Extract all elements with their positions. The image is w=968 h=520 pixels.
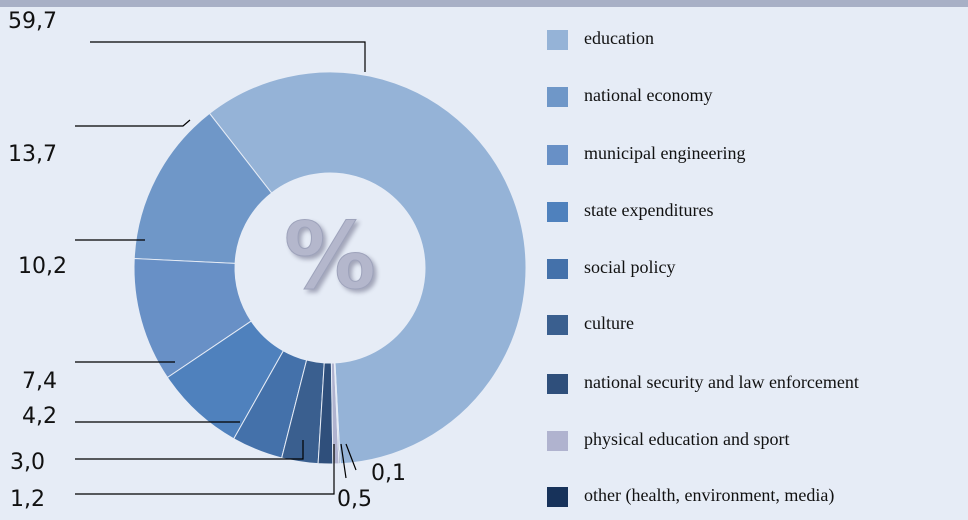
- legend-label: state expenditures: [584, 200, 713, 220]
- legend-label: other (health, environment, media): [584, 485, 834, 506]
- value-label: 59,7: [8, 9, 57, 34]
- value-label: 0,5: [337, 487, 372, 512]
- legend-label: municipal engineering: [584, 143, 745, 163]
- legend-swatch: [547, 145, 568, 165]
- top-bar: [0, 0, 968, 7]
- leader-line: [340, 443, 347, 479]
- legend-swatch: [547, 202, 568, 222]
- legend-label: social policy: [584, 257, 675, 277]
- legend-swatch: [547, 431, 568, 451]
- legend-label: physical education and sport: [584, 429, 789, 449]
- leader-line: [75, 119, 191, 127]
- legend-label: culture: [584, 313, 634, 333]
- value-label: 13,7: [8, 142, 57, 167]
- donut-slice: [208, 71, 527, 465]
- value-label: 3,0: [10, 450, 45, 475]
- donut-slice: [333, 362, 341, 465]
- legend-label: education: [584, 28, 654, 48]
- legend-swatch: [547, 487, 568, 507]
- leader-line: [75, 440, 304, 460]
- leader-line: [345, 443, 357, 471]
- legend-swatch: [547, 374, 568, 394]
- legend-label: national economy: [584, 85, 712, 105]
- value-label: 4,2: [22, 404, 57, 429]
- leader-line: [90, 41, 366, 72]
- legend-swatch: [547, 87, 568, 107]
- legend-label: national security and law enforcement: [584, 372, 859, 392]
- legend-swatch: [547, 259, 568, 279]
- value-label: 0,1: [371, 461, 406, 486]
- legend-swatch: [547, 315, 568, 335]
- value-label: 7,4: [22, 369, 57, 394]
- value-label: 10,2: [18, 254, 67, 279]
- value-label: 1,2: [10, 487, 45, 512]
- leader-line: [75, 444, 335, 495]
- center-label: %: [284, 202, 376, 309]
- legend-swatch: [547, 30, 568, 50]
